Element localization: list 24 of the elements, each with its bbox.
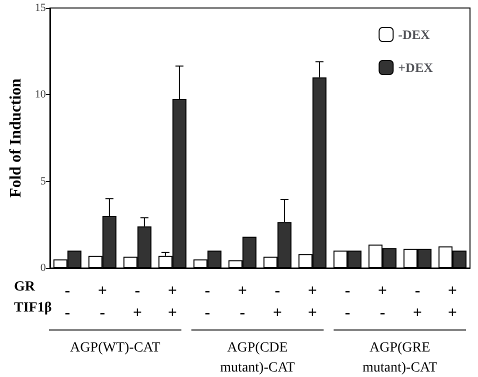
text: AGP(CDE mutant)-CAT	[220, 340, 296, 376]
y-tick-label: 0	[40, 262, 46, 274]
y-axis-title: Fold of Induction	[8, 78, 24, 198]
x-tick-label: - +	[132, 282, 142, 322]
text: TIF1β	[14, 300, 52, 316]
y-tick-label: 15	[34, 2, 46, 14]
x-tick-label: + -	[378, 282, 388, 322]
x-tick-label: - -	[64, 282, 70, 322]
x-tick-label: - -	[344, 282, 350, 322]
y-tick-label: 5	[40, 175, 46, 188]
x-tick-label: - -	[204, 282, 210, 322]
x-tick-label: + +	[308, 282, 318, 322]
x-tick-label: + +	[168, 282, 177, 322]
text: AGP(WT)-CAT	[70, 340, 161, 356]
legend-label: -DEX	[398, 27, 431, 42]
legend-label: +DEX	[398, 60, 434, 75]
x-tick-label: + +	[448, 282, 458, 322]
text: GR	[14, 280, 36, 294]
text: AGP(GRE mutant)-CAT	[362, 340, 438, 376]
x-tick-label: + -	[238, 282, 248, 322]
x-tick-label: + -	[98, 282, 107, 322]
y-tick-label: 10	[34, 88, 46, 101]
x-tick-label: - +	[412, 282, 422, 322]
x-tick-label: - +	[272, 282, 282, 322]
